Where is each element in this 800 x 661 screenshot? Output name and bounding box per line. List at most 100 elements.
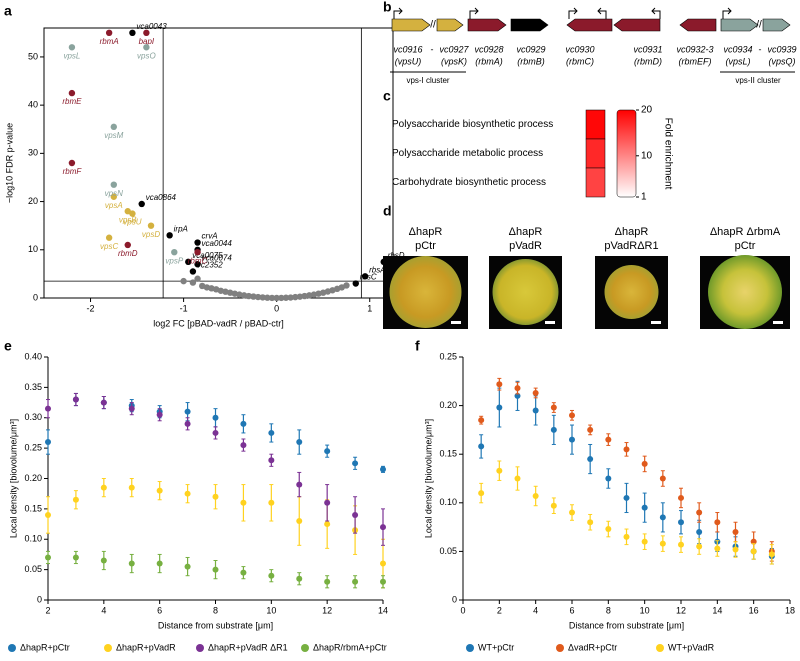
- x-tick-label: 12: [322, 605, 332, 615]
- gene-alias: (vpsU): [395, 56, 422, 66]
- data-point: [68, 89, 76, 97]
- data-point: [678, 519, 684, 526]
- x-tick-label: 4: [533, 605, 538, 615]
- colony-plasmid: pCtr: [415, 240, 436, 252]
- data-point: [171, 248, 178, 256]
- data-point: [478, 443, 485, 450]
- y-tick-label: 0.05: [24, 564, 42, 574]
- colony-plasmid: pVadRΔR1: [604, 240, 658, 252]
- gene-dash: -: [759, 44, 762, 54]
- data-point: [45, 554, 51, 561]
- data-point: [380, 578, 386, 585]
- y-tick-label: 0.25: [24, 443, 42, 453]
- data-point: [623, 494, 630, 501]
- data-point: [587, 456, 594, 463]
- data-point: [264, 294, 271, 301]
- data-point: [343, 282, 350, 289]
- data-point: [184, 408, 191, 415]
- gene-alias: (rbmB): [517, 56, 545, 66]
- y-tick-label: 0.10: [439, 497, 457, 507]
- x-tick-label: 4: [101, 605, 106, 615]
- x-tick-label: 10: [266, 605, 276, 615]
- data-point: [212, 566, 219, 573]
- y-tick-label: 0.15: [439, 449, 457, 459]
- y-tick-label: 10: [28, 244, 38, 254]
- scale-bar: [545, 321, 555, 324]
- point-label: vpsC: [100, 242, 118, 251]
- x-tick-label: 12: [676, 605, 686, 615]
- data-point: [138, 200, 145, 208]
- colorbar: [616, 109, 637, 198]
- colorbar-tick-label: 1: [641, 192, 647, 203]
- data-point: [496, 381, 503, 388]
- legend-marker: [556, 644, 564, 652]
- data-point: [128, 484, 135, 491]
- x-tick-label: 8: [606, 605, 611, 615]
- data-point: [156, 487, 163, 494]
- data-point: [296, 293, 304, 300]
- gene-label: vc0931: [633, 44, 662, 54]
- data-point: [514, 475, 521, 482]
- data-point: [100, 557, 107, 564]
- gene-label: vc0927: [439, 44, 469, 54]
- data-point: [750, 548, 757, 555]
- y-tick-label: 0: [37, 594, 42, 604]
- colorbar-label: Fold enrichment: [662, 118, 673, 190]
- gene-label: vc0929: [516, 44, 545, 54]
- x-tick-label: 6: [157, 605, 162, 615]
- data-point: [189, 279, 197, 286]
- data-point: [296, 481, 303, 488]
- data-point: [129, 210, 136, 217]
- colorbar-tick-label: 10: [641, 150, 653, 161]
- y-tick-label: 30: [28, 148, 38, 158]
- data-point: [184, 420, 191, 427]
- point-label: rbmF: [63, 167, 83, 176]
- data-point: [143, 29, 150, 37]
- x-tick-label: 10: [640, 605, 650, 615]
- point-label: vpsD: [142, 230, 160, 239]
- point-label: vpsU: [123, 218, 141, 227]
- data-point: [45, 511, 51, 518]
- colony-genotype: ΔhapR: [615, 226, 649, 238]
- data-point: [110, 123, 118, 131]
- data-point: [282, 294, 290, 301]
- colony-genotype: ΔhapR: [409, 226, 443, 238]
- data-point: [324, 578, 331, 585]
- gene-dash: -: [431, 44, 434, 54]
- promoter-arrow: [651, 7, 661, 19]
- row-label: Polysaccharide metabolic process: [392, 148, 543, 159]
- legend-label: ΔvadR+pCtr: [568, 642, 617, 652]
- gene-arrow: [566, 18, 613, 32]
- y-tick-label: 0.25: [439, 351, 457, 361]
- data-point: [45, 405, 51, 412]
- data-point: [194, 275, 201, 282]
- data-point: [278, 294, 285, 302]
- colony: [604, 265, 659, 319]
- promoter-arrow: [469, 7, 479, 19]
- legend-marker: [8, 644, 16, 652]
- data-point: [68, 44, 76, 51]
- x-tick-label: 1: [367, 303, 372, 313]
- point-label: irpA: [174, 224, 188, 233]
- data-point: [641, 538, 648, 545]
- legend-marker: [104, 644, 112, 652]
- data-point: [532, 389, 539, 396]
- data-point: [623, 446, 630, 453]
- legend-marker: [196, 644, 204, 652]
- data-point: [550, 502, 557, 509]
- scale-bar: [651, 321, 661, 324]
- data-point: [569, 509, 575, 516]
- x-tick-label: 6: [569, 605, 574, 615]
- data-point: [240, 569, 247, 576]
- data-point: [324, 499, 331, 506]
- gene-label: vc0916: [393, 44, 422, 54]
- gene-arrow: [436, 18, 464, 32]
- data-point: [605, 436, 612, 443]
- data-point: [45, 439, 51, 446]
- data-point: [259, 294, 266, 301]
- break-mark: //: [430, 20, 436, 31]
- scale-bar: [451, 321, 461, 324]
- data-point: [268, 572, 275, 579]
- gene-alias: (vpsL): [725, 56, 750, 66]
- data-point: [268, 499, 275, 506]
